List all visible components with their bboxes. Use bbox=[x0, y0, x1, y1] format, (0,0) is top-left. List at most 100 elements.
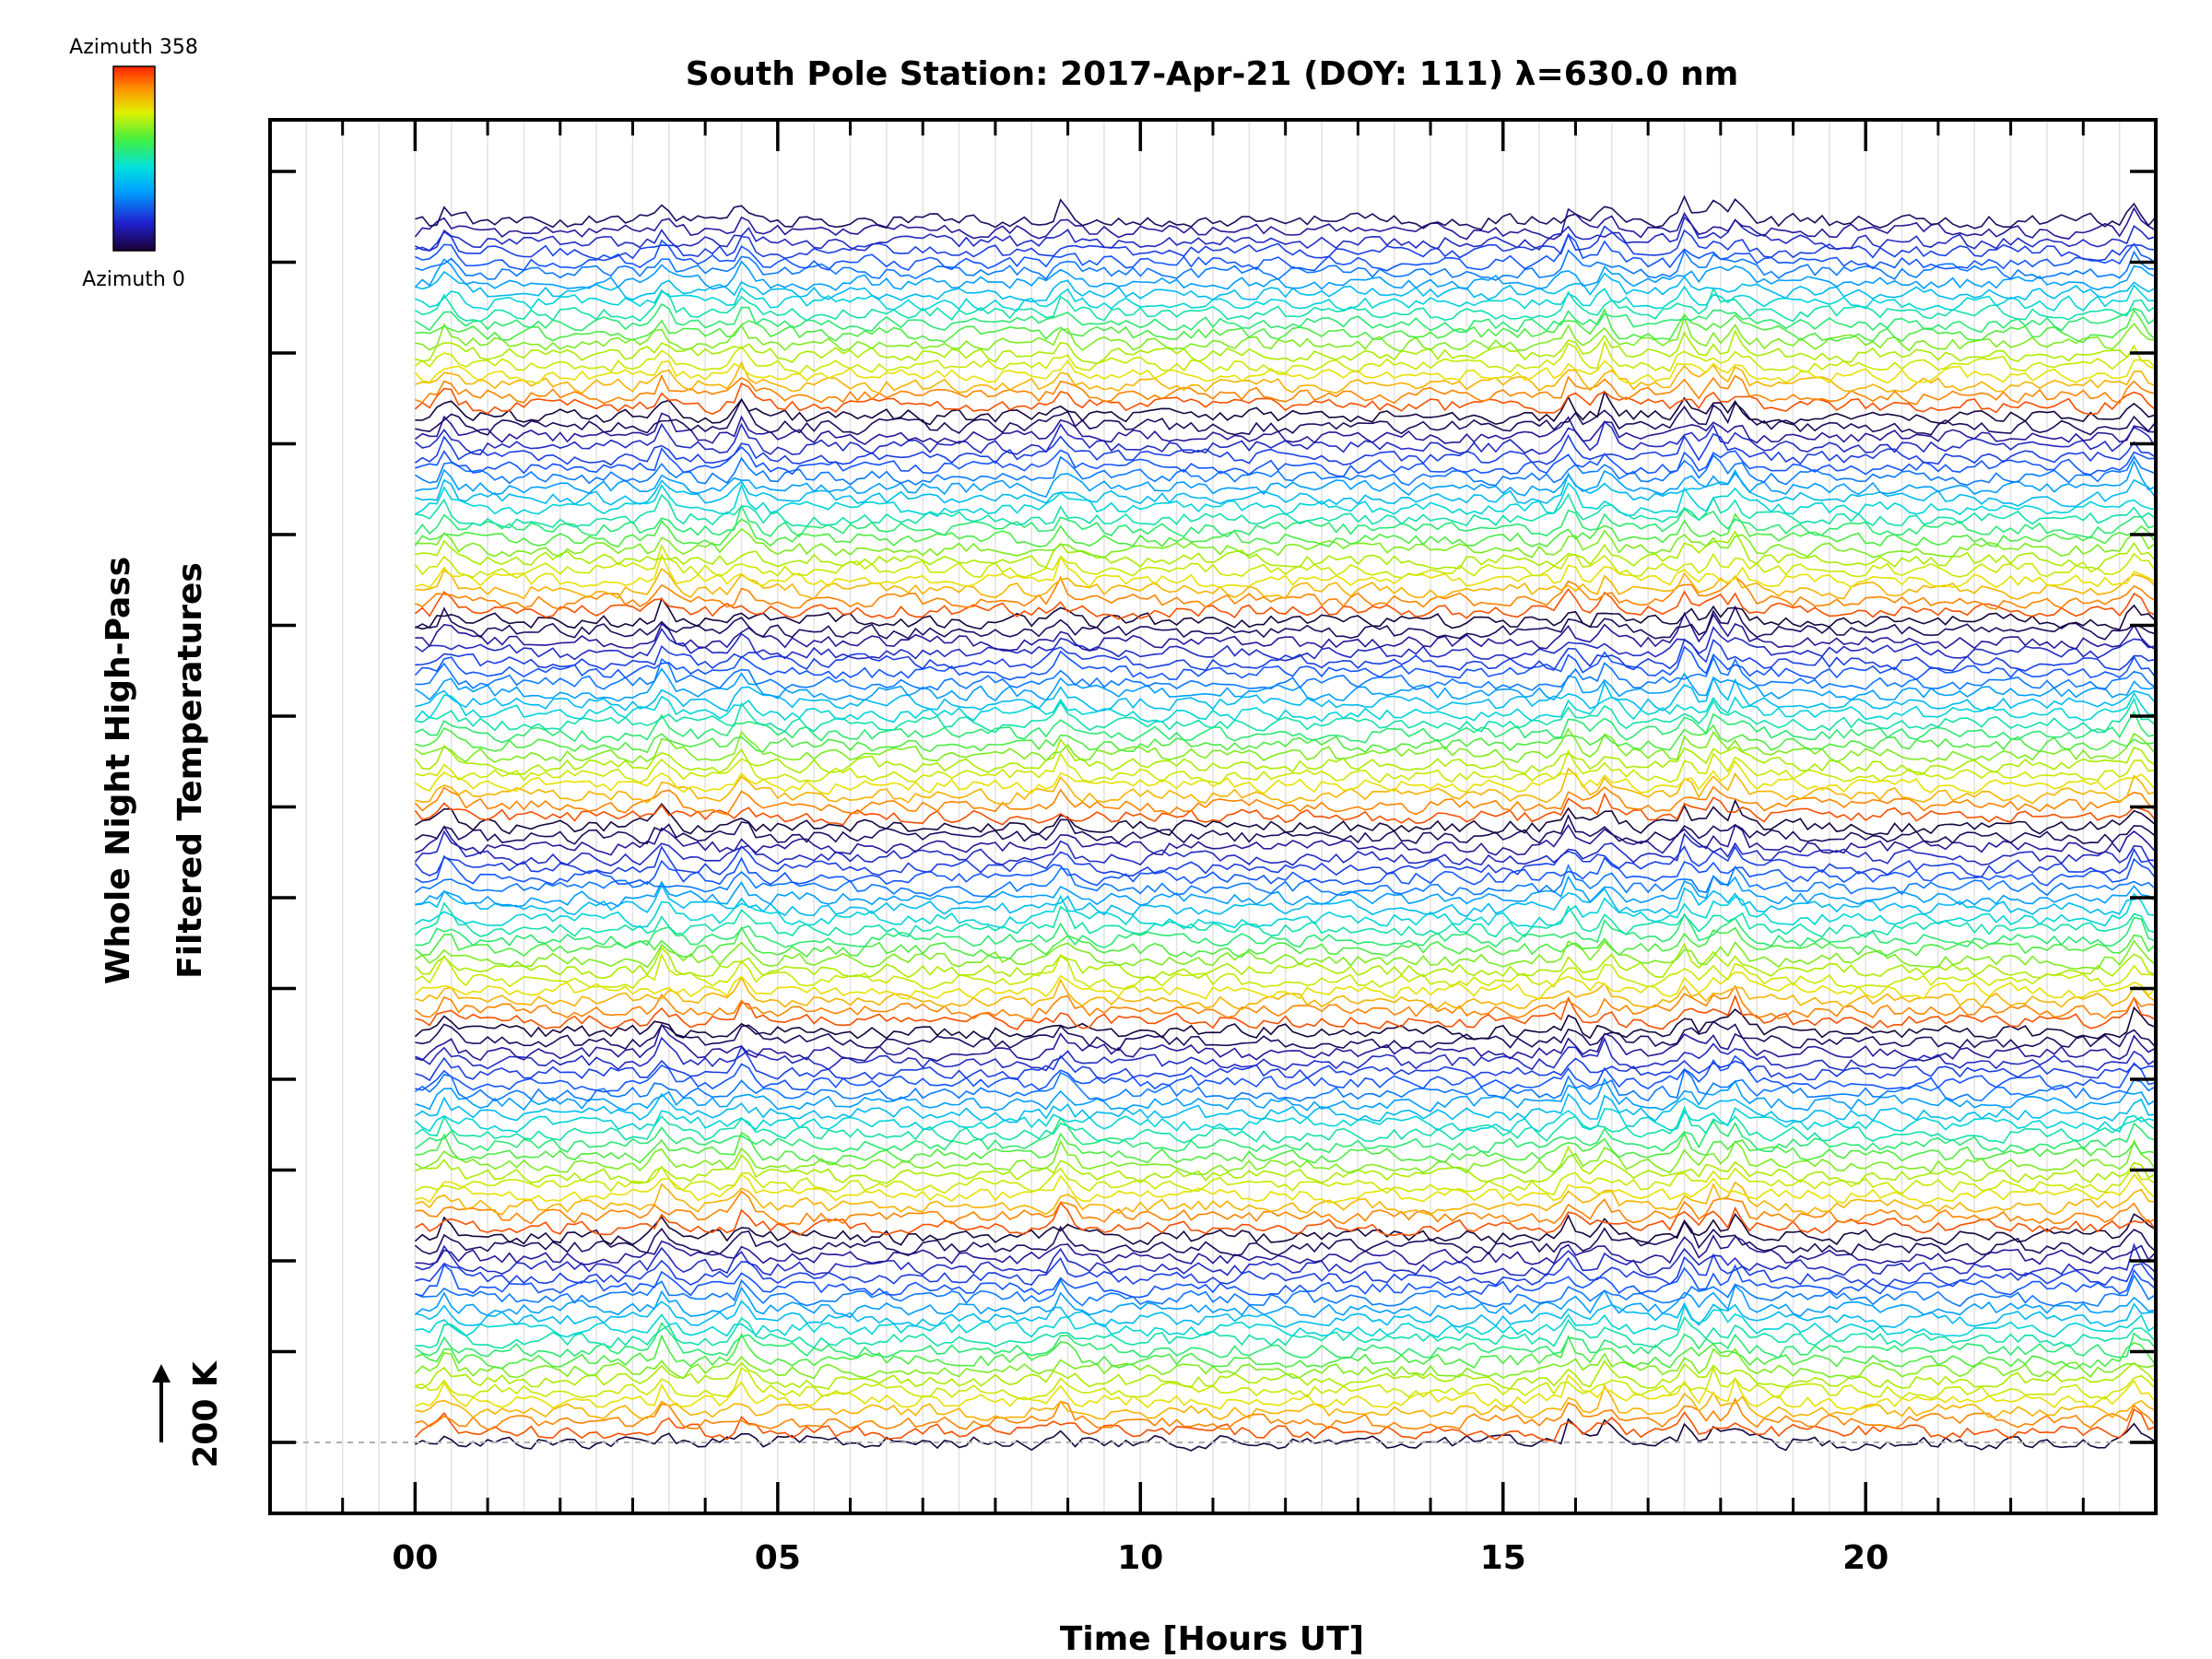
series-line bbox=[415, 912, 2156, 949]
series-line bbox=[415, 1165, 2156, 1196]
series-line bbox=[415, 567, 2156, 600]
series-line bbox=[415, 1054, 2156, 1093]
series-line bbox=[415, 1242, 2156, 1277]
series-line bbox=[414, 587, 2156, 620]
y-axis-label-line2: Filtered Temperatures bbox=[171, 562, 209, 979]
series-line bbox=[414, 863, 2156, 898]
series-line bbox=[414, 667, 2156, 702]
series-line bbox=[415, 1173, 2156, 1205]
series-line bbox=[415, 748, 2156, 785]
series-line bbox=[415, 1300, 2156, 1329]
series-line bbox=[415, 1418, 2156, 1452]
series-line bbox=[414, 1138, 2156, 1176]
chart-title: South Pole Station: 2017-Apr-21 (DOY: 11… bbox=[686, 55, 1739, 93]
series-line bbox=[415, 1359, 2156, 1391]
series-line bbox=[415, 1045, 2156, 1082]
series-line bbox=[414, 984, 2156, 1021]
series-line bbox=[415, 1036, 2156, 1072]
series-line bbox=[415, 697, 2156, 734]
series-line bbox=[414, 845, 2156, 878]
series-line bbox=[415, 233, 2156, 272]
series-line bbox=[414, 1347, 2156, 1380]
series-line bbox=[415, 710, 2156, 744]
series-line bbox=[414, 925, 2156, 960]
series-line bbox=[415, 605, 2156, 641]
series-line bbox=[415, 676, 2156, 712]
series-line bbox=[415, 1373, 2156, 1411]
series-line bbox=[414, 645, 2156, 681]
series-line bbox=[415, 552, 2156, 589]
series-line bbox=[414, 737, 2156, 775]
series-line bbox=[415, 1253, 2156, 1288]
axis-ticks bbox=[270, 120, 2156, 1513]
series-line bbox=[414, 382, 2156, 416]
series-line bbox=[414, 892, 2156, 929]
series-line bbox=[414, 942, 2156, 980]
series-line bbox=[415, 481, 2156, 518]
series-line bbox=[414, 1092, 2156, 1124]
scale-bar-label: 200 K bbox=[187, 1360, 225, 1468]
series-line bbox=[414, 302, 2156, 334]
series-line bbox=[415, 638, 2156, 672]
series-line bbox=[414, 258, 2156, 291]
x-tick-label: 00 bbox=[392, 1539, 438, 1577]
series-line bbox=[415, 216, 2156, 252]
series-line bbox=[415, 975, 2156, 1011]
series-lines bbox=[414, 194, 2156, 1452]
series-line bbox=[415, 249, 2156, 281]
series-line bbox=[414, 1116, 2156, 1154]
colorbar-legend: Azimuth 358 Azimuth 0 bbox=[69, 36, 198, 291]
y-axis-label-line1: Whole Night High-Pass bbox=[100, 557, 137, 984]
series-line bbox=[415, 854, 2156, 887]
series-line bbox=[414, 727, 2156, 764]
series-line bbox=[415, 270, 2156, 303]
series-line bbox=[414, 512, 2156, 548]
series-line bbox=[414, 339, 2156, 374]
series-line bbox=[414, 1407, 2156, 1442]
scale-arrow-head bbox=[152, 1364, 171, 1382]
x-tick-labels: 00 05 10 15 20 bbox=[392, 1539, 1888, 1577]
series-line bbox=[414, 971, 2156, 1000]
series-line bbox=[415, 373, 2156, 406]
series-line bbox=[415, 307, 2156, 344]
series-line bbox=[414, 1107, 2156, 1134]
scale-bar: 200 K bbox=[152, 1360, 225, 1468]
series-line bbox=[415, 875, 2156, 908]
series-line bbox=[415, 1333, 2156, 1370]
series-line bbox=[414, 1201, 2156, 1237]
series-line bbox=[414, 432, 2156, 466]
series-line bbox=[414, 830, 2156, 866]
series-line bbox=[415, 360, 2156, 394]
series-line bbox=[414, 1218, 2156, 1257]
series-line bbox=[415, 952, 2156, 990]
series-line bbox=[415, 527, 2156, 559]
x-tick-label: 15 bbox=[1480, 1539, 1526, 1577]
series-line bbox=[414, 206, 2156, 241]
series-line bbox=[415, 823, 2156, 856]
series-line bbox=[414, 1284, 2156, 1319]
series-line bbox=[415, 1145, 2156, 1185]
series-line bbox=[415, 1274, 2156, 1308]
series-line bbox=[414, 1105, 2156, 1145]
series-line bbox=[414, 785, 2156, 816]
series-line bbox=[415, 724, 2156, 754]
series-line bbox=[415, 994, 2156, 1030]
series-line bbox=[414, 1068, 2156, 1102]
series-line bbox=[414, 1213, 2156, 1246]
series-line bbox=[414, 798, 2156, 837]
x-tick-label: 10 bbox=[1117, 1539, 1163, 1577]
series-line bbox=[414, 543, 2156, 580]
series-line bbox=[414, 1006, 2156, 1041]
series-line bbox=[414, 453, 2156, 487]
colorbar-bottom-label: Azimuth 0 bbox=[82, 268, 185, 291]
series-line bbox=[415, 1077, 2156, 1112]
series-line bbox=[415, 939, 2156, 971]
series-line bbox=[415, 1190, 2156, 1226]
series-line bbox=[415, 314, 2156, 353]
series-line bbox=[415, 655, 2156, 691]
series-line bbox=[414, 792, 2156, 826]
series-line bbox=[415, 445, 2156, 477]
series-line bbox=[414, 759, 2156, 795]
series-line bbox=[415, 1020, 2156, 1052]
